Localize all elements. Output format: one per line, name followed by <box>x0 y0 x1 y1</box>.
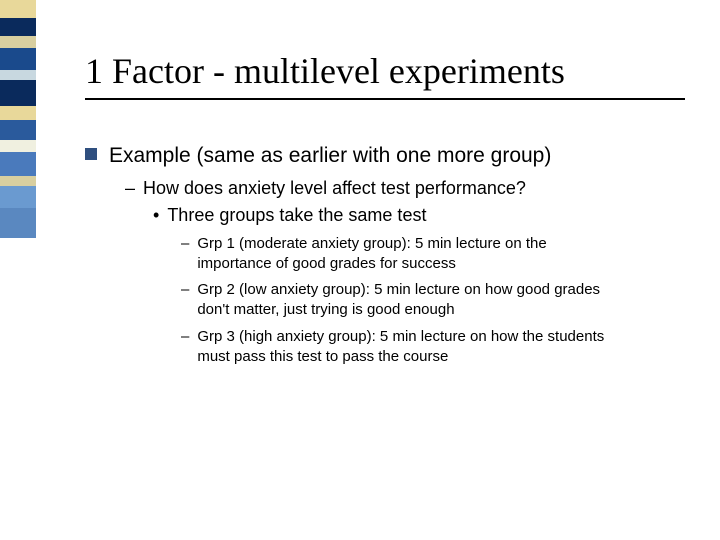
level4-text: Grp 3 (high anxiety group): 5 min lectur… <box>197 327 617 368</box>
bullet-level2: – How does anxiety level affect test per… <box>125 177 685 367</box>
sidebar-stripe <box>0 106 36 120</box>
sidebar-stripe <box>0 0 36 18</box>
bullet-level1: Example (same as earlier with one more g… <box>85 142 685 368</box>
bullet-level4: –Grp 3 (high anxiety group): 5 min lectu… <box>181 327 685 368</box>
bullet-level3: • Three groups take the same test –Grp 1… <box>153 204 685 367</box>
square-bullet-icon <box>85 148 97 160</box>
bullet-level4: –Grp 2 (low anxiety group): 5 min lectur… <box>181 280 685 321</box>
sidebar-stripe <box>0 70 36 80</box>
sidebar-stripe <box>0 176 36 186</box>
bullet-level4-group: –Grp 1 (moderate anxiety group): 5 min l… <box>181 234 685 368</box>
sidebar-stripe <box>0 48 36 70</box>
level4-text: Grp 1 (moderate anxiety group): 5 min le… <box>197 234 617 275</box>
level3-text: Three groups take the same test <box>167 204 426 227</box>
sidebar-stripe <box>0 140 36 152</box>
sidebar-stripe <box>0 80 36 106</box>
sidebar-stripe <box>0 152 36 176</box>
dash-bullet-icon: – <box>181 280 189 300</box>
decorative-sidebar <box>0 0 36 540</box>
slide-title: 1 Factor - multilevel experiments <box>85 52 685 100</box>
sidebar-stripe <box>0 120 36 140</box>
sidebar-stripe <box>0 238 36 540</box>
level2-text: How does anxiety level affect test perfo… <box>143 177 526 200</box>
sidebar-stripe <box>0 18 36 36</box>
sidebar-stripe <box>0 36 36 48</box>
dot-bullet-icon: • <box>153 204 159 227</box>
sidebar-stripe <box>0 208 36 238</box>
dash-bullet-icon: – <box>181 327 189 347</box>
bullet-level4: –Grp 1 (moderate anxiety group): 5 min l… <box>181 234 685 275</box>
dash-bullet-icon: – <box>181 234 189 254</box>
slide-content: 1 Factor - multilevel experiments Exampl… <box>85 52 685 377</box>
level1-text: Example (same as earlier with one more g… <box>109 142 551 169</box>
sidebar-stripe <box>0 186 36 208</box>
dash-bullet-icon: – <box>125 177 135 200</box>
level4-text: Grp 2 (low anxiety group): 5 min lecture… <box>197 280 617 321</box>
